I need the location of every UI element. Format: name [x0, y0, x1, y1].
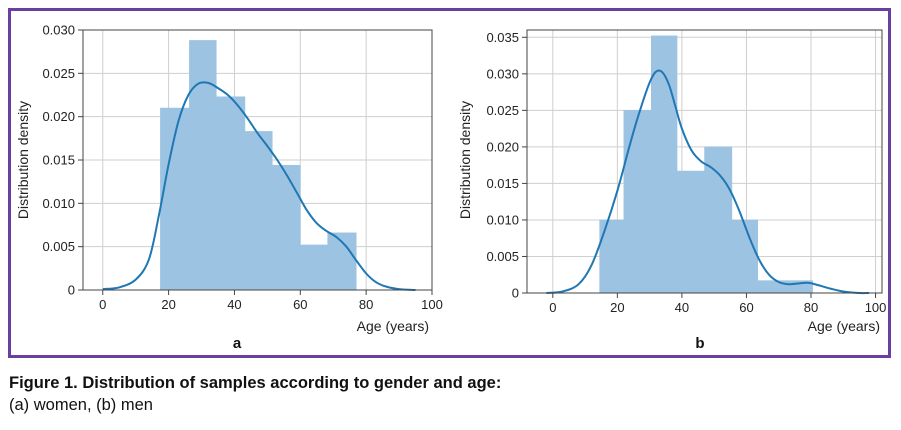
x-tick-label: 0: [549, 300, 556, 315]
y-tick-label: 0.035: [486, 30, 519, 45]
x-tick-label: 0: [99, 297, 106, 312]
plot-frame: [526, 29, 883, 294]
y-tick-label: 0.015: [42, 153, 75, 168]
density-curve: [546, 69, 870, 295]
y-tick-label: 0: [68, 283, 75, 298]
y-tick-label: 0.030: [42, 23, 75, 38]
histogram-bar: [216, 96, 246, 291]
histogram-bar: [244, 131, 273, 291]
histogram-bar: [704, 146, 733, 294]
y-tick-label: 0.015: [486, 176, 519, 191]
caption-subtitle: (a) women, (b) men: [9, 396, 153, 414]
x-axis-label: Age (years): [357, 318, 429, 334]
y-tick-label: 0.010: [42, 196, 75, 211]
y-tick-label: 0.010: [486, 212, 519, 227]
y-tick-label: 0: [512, 286, 519, 301]
histogram-bar: [676, 170, 705, 294]
panel-label: a: [233, 335, 242, 352]
figure-caption: Figure 1. Distribution of samples accord…: [9, 372, 501, 416]
histogram-bar: [651, 35, 678, 294]
histogram-bar: [623, 110, 652, 294]
x-tick-label: 40: [675, 300, 689, 315]
x-tick-label: 60: [293, 297, 307, 312]
chart-panel-b: 0 0.005 0.010 0.015 0.020 0.025 0.030 0.035 0 20 4…: [457, 29, 887, 352]
histogram-bar: [599, 219, 625, 294]
chart-panels: 0 0.005 0.010 0.015 0.020 0.025 0.030 0 20 40 60 80…: [15, 23, 887, 353]
density-curve: [102, 81, 416, 291]
x-tick-label: 80: [804, 300, 818, 315]
y-axis-label: Distribution density: [15, 101, 31, 219]
histogram-bar: [731, 219, 759, 294]
chart-panel-a: 0 0.005 0.010 0.015 0.020 0.025 0.030 0 20 40 60 80…: [15, 23, 443, 353]
x-tick-label: 100: [421, 297, 443, 312]
y-tick-label: 0.005: [486, 249, 519, 264]
x-tick-label: 40: [227, 297, 241, 312]
x-tick-label: 20: [161, 297, 175, 312]
x-tick-label: 80: [359, 297, 373, 312]
y-tick-label: 0.020: [42, 109, 75, 124]
y-tick-label: 0.005: [42, 239, 75, 254]
y-axis-label: Distribution density: [457, 101, 473, 219]
x-tick-label: 20: [610, 300, 624, 315]
histogram-bar: [300, 244, 328, 291]
x-tick-label: 60: [739, 300, 753, 315]
x-tick-label: 100: [865, 300, 887, 315]
caption-title: Figure 1. Distribution of samples accord…: [9, 374, 502, 392]
y-tick-label: 0.030: [486, 66, 519, 81]
y-tick-label: 0.025: [42, 66, 75, 81]
x-axis-label: Age (years): [808, 318, 880, 334]
panel-label: b: [695, 335, 704, 352]
y-tick-label: 0.025: [486, 103, 519, 118]
y-tick-label: 0.020: [486, 139, 519, 154]
histogram-bar: [189, 40, 217, 291]
histogram-bar: [272, 164, 301, 291]
